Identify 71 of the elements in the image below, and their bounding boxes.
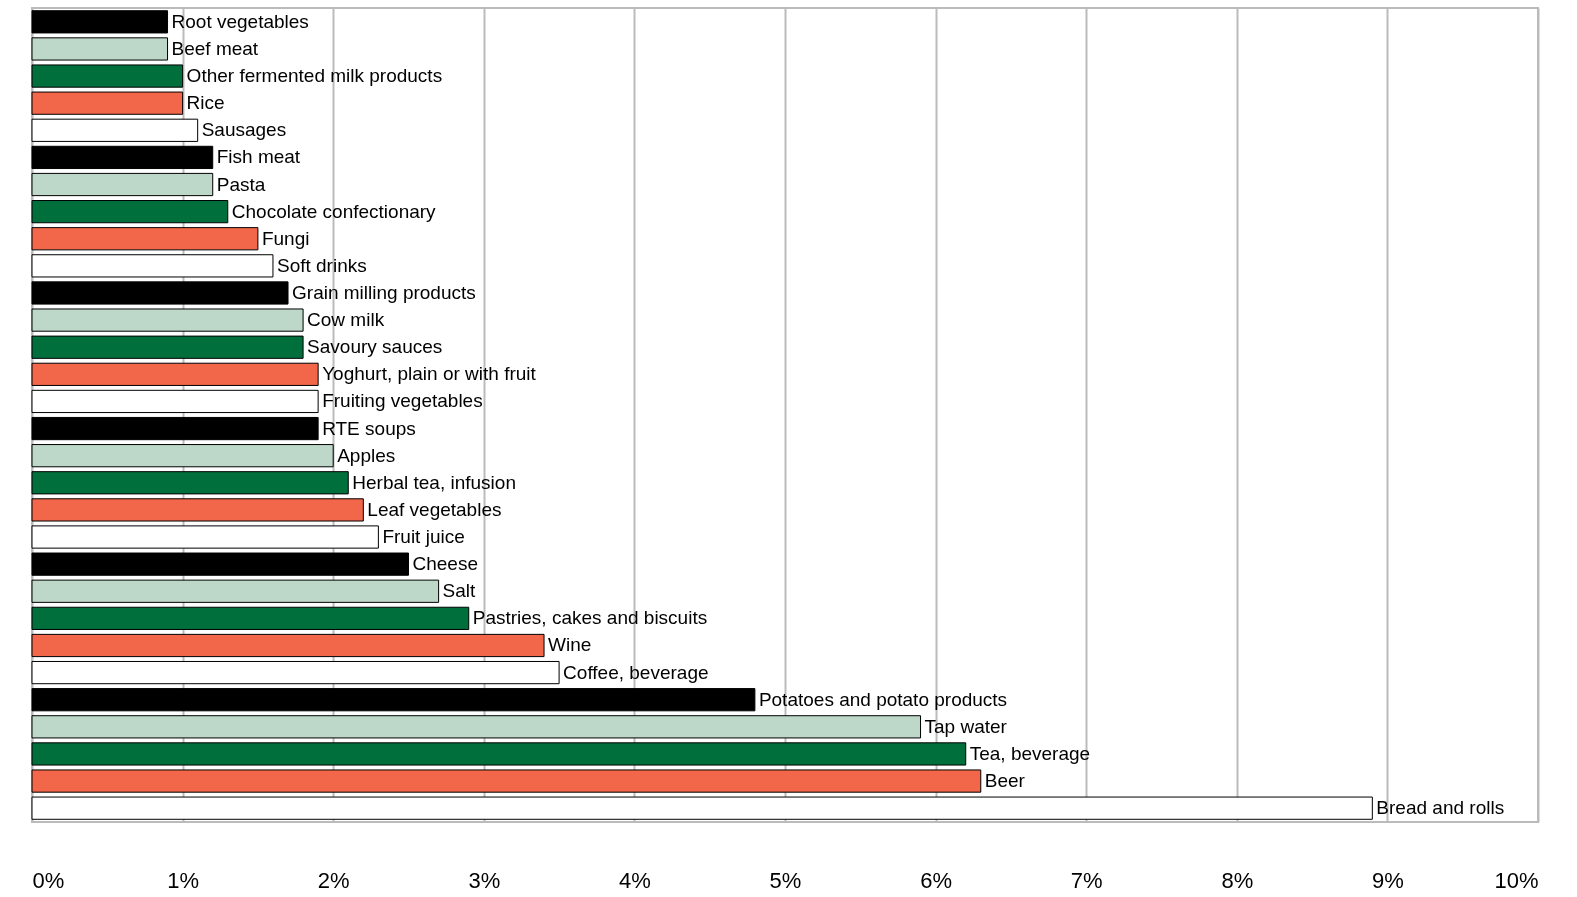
bar	[31, 498, 364, 522]
x-tick-label: 0%	[32, 867, 65, 893]
y-tick-label: Sausages	[201, 119, 287, 141]
bar	[31, 769, 982, 793]
y-tick-label: Herbal tea, infusion	[352, 471, 516, 493]
y-tick-label: Beer	[984, 770, 1026, 792]
bar	[31, 118, 199, 142]
x-tick-label: 5%	[769, 867, 802, 893]
bar	[31, 606, 470, 630]
bar	[31, 525, 379, 549]
y-tick-label: Savoury sauces	[307, 336, 443, 358]
bar	[31, 444, 334, 468]
bar	[31, 172, 214, 197]
bar	[31, 200, 229, 224]
y-tick-label: Apples	[337, 444, 396, 466]
y-tick-label: Cheese	[412, 553, 478, 575]
y-tick-label: Salt	[442, 580, 477, 602]
bar	[31, 715, 922, 739]
bar	[31, 796, 1373, 820]
bar	[31, 389, 319, 414]
y-tick-label: Leaf vegetables	[367, 498, 502, 520]
bar	[31, 281, 289, 305]
bar	[31, 688, 756, 712]
y-tick-label: Root vegetables	[171, 10, 309, 32]
y-tick-label: Wine	[548, 634, 592, 656]
bar	[31, 91, 184, 115]
bar	[31, 579, 440, 603]
y-tick-label: Coffee, beverage	[563, 661, 709, 683]
x-tick-label: 6%	[920, 867, 952, 893]
y-tick-label: Other fermented milk products	[186, 65, 443, 87]
bar	[31, 308, 304, 332]
x-tick-label: 10%	[1494, 867, 1539, 893]
y-tick-label: Yoghurt, plain or with fruit	[322, 363, 537, 385]
bar	[31, 362, 319, 386]
x-tick-label: 1%	[167, 867, 199, 893]
y-tick-label: Rice	[186, 92, 225, 114]
bar	[31, 471, 349, 495]
y-tick-label: RTE soups	[322, 417, 416, 439]
y-tick-label: Cow milk	[307, 309, 385, 331]
bar	[31, 335, 304, 359]
y-tick-label: Fish meat	[216, 146, 301, 168]
bar	[31, 37, 169, 61]
y-tick-label: Fruit juice	[382, 526, 465, 548]
x-tick-label: 3%	[468, 867, 501, 893]
x-tick-label: 4%	[619, 867, 651, 893]
bar	[31, 416, 319, 441]
y-tick-label: Chocolate confectionary	[231, 200, 437, 222]
y-tick-label: Fruiting vegetables	[322, 390, 483, 412]
y-tick-label: Fungi	[261, 227, 310, 249]
y-tick-label: Pasta	[216, 173, 266, 195]
bar	[31, 552, 409, 576]
y-tick-label: Potatoes and potato products	[758, 688, 1008, 710]
y-tick-label: Tap water	[924, 715, 1008, 737]
x-tick-label: 9%	[1372, 867, 1404, 893]
bar	[31, 227, 259, 251]
bar	[31, 64, 184, 88]
x-tick-label: 7%	[1070, 867, 1103, 893]
y-tick-label: Pastries, cakes and biscuits	[472, 607, 708, 629]
y-tick-label: Soft drinks	[276, 254, 367, 276]
x-tick-label: 8%	[1221, 867, 1254, 893]
bar	[31, 742, 967, 766]
bar	[31, 660, 560, 685]
y-tick-label: Beef meat	[171, 37, 259, 59]
y-tick-label: Bread and rolls	[1376, 797, 1505, 819]
x-tick-label: 2%	[317, 867, 350, 893]
bar	[31, 145, 214, 170]
bar	[31, 633, 545, 658]
bar	[31, 254, 274, 278]
bar	[31, 10, 169, 34]
y-tick-label: Tea, beverage	[969, 742, 1091, 764]
y-tick-label: Grain milling products	[292, 281, 476, 303]
